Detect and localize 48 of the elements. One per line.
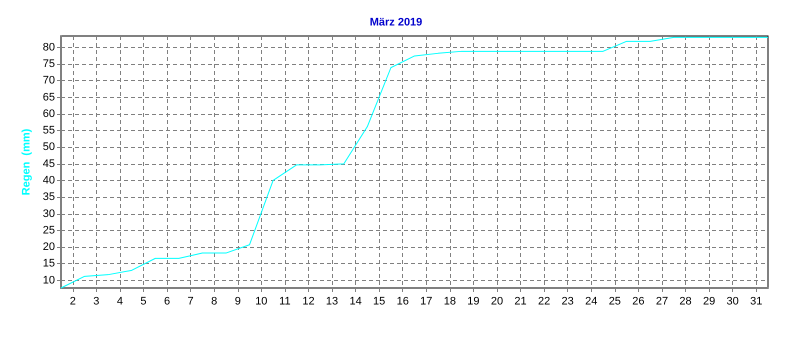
- x-tick-label: 20: [490, 296, 504, 308]
- x-tick-label: 12: [302, 296, 315, 308]
- x-tick-label: 29: [702, 296, 716, 308]
- x-tick-label: 8: [211, 296, 218, 308]
- x-tick-label: 24: [585, 296, 598, 308]
- x-tick-label: 19: [467, 296, 480, 308]
- x-tick-label: 15: [373, 296, 386, 308]
- x-tick-label: 13: [326, 296, 338, 308]
- x-tick-label: 7: [188, 296, 194, 308]
- x-tick-label: 5: [140, 296, 147, 308]
- x-tick-label: 23: [562, 296, 574, 308]
- x-tick-label: 16: [396, 296, 409, 308]
- x-tick-label: 2: [70, 296, 76, 308]
- x-tick-label: 11: [279, 296, 291, 308]
- y-tick-label: 65: [42, 91, 55, 104]
- x-tick-label: 27: [656, 296, 668, 308]
- y-tick-label: 10: [42, 274, 55, 286]
- y-tick-label: 20: [42, 241, 55, 254]
- x-tick-label: 21: [514, 296, 527, 308]
- y-tick-label: 30: [42, 208, 55, 220]
- x-tick-label: 17: [420, 296, 432, 308]
- x-tick-label: 10: [255, 296, 268, 308]
- x-tick-label: 30: [726, 296, 739, 308]
- x-tick-label: 25: [608, 296, 621, 308]
- y-tick-label: 35: [42, 191, 55, 204]
- y-tick-label: 40: [42, 174, 55, 186]
- x-tick-label: 18: [444, 296, 456, 308]
- y-tick-label: 60: [42, 108, 55, 120]
- x-tick-label: 22: [538, 296, 550, 308]
- y-tick-label: 70: [42, 74, 55, 87]
- y-tick-label: 15: [42, 258, 55, 270]
- x-tick-label: 3: [93, 296, 100, 308]
- y-axis-title: Regen (mm): [20, 128, 32, 196]
- x-tick-label: 31: [750, 296, 762, 308]
- chart-title: März 2019: [370, 16, 422, 28]
- x-tick-label: 4: [116, 296, 123, 308]
- y-tick-label: 45: [42, 158, 55, 170]
- y-tick-label: 50: [42, 141, 55, 154]
- y-tick-label: 75: [42, 58, 55, 70]
- x-tick-label: 6: [164, 296, 170, 308]
- x-tick-label: 28: [679, 296, 692, 308]
- y-tick-label: 80: [42, 41, 55, 54]
- x-tick-label: 9: [234, 296, 241, 308]
- x-tick-label: 14: [349, 296, 362, 308]
- y-tick-label: 55: [42, 124, 55, 137]
- y-tick-label: 25: [42, 224, 55, 236]
- x-tick-label: 26: [632, 296, 645, 308]
- line-series: [60, 36, 768, 288]
